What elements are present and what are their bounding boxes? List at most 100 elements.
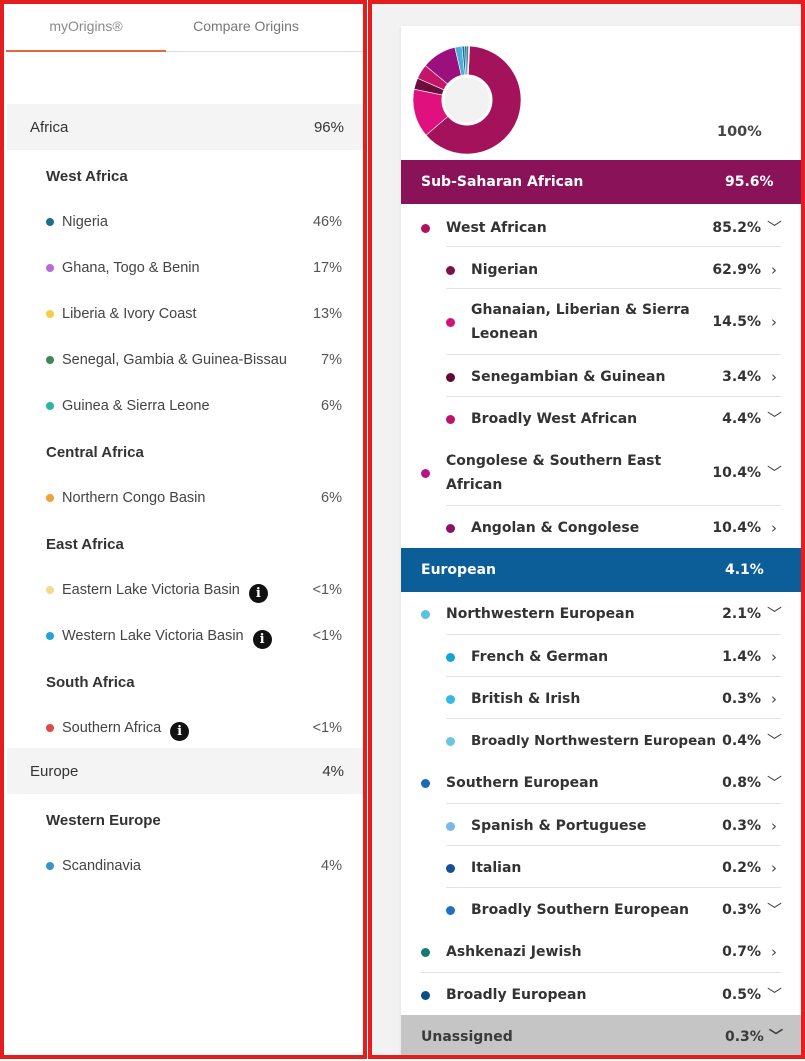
ancestry-name: Italian bbox=[471, 860, 522, 876]
category-name: European bbox=[421, 562, 496, 578]
ancestry-name: Spanish & Portuguese bbox=[471, 818, 647, 834]
population-percent: 6% bbox=[321, 398, 342, 414]
population-row[interactable]: Western Lake Victoria Basin i <1% bbox=[46, 627, 342, 649]
chevron-down-icon[interactable]: ﹀ bbox=[767, 774, 783, 792]
category-percent: 4.1% bbox=[725, 562, 764, 578]
color-dot bbox=[446, 864, 455, 873]
ancestry-row-british-irish[interactable]: British & Irish 0.3% › bbox=[421, 687, 781, 711]
chevron-right-icon[interactable]: › bbox=[771, 368, 777, 386]
ancestry-row-broadly-southern-european[interactable]: Broadly Southern European 0.3% ﹀ bbox=[421, 898, 783, 922]
color-dot bbox=[446, 906, 455, 915]
population-label: Southern Africa bbox=[62, 720, 162, 736]
ancestry-row-angolan-congolese[interactable]: Angolan & Congolese 10.4% › bbox=[421, 516, 781, 540]
ancestry-percent: 0.7% bbox=[722, 944, 761, 960]
subregion-central-africa: Central Africa bbox=[46, 444, 144, 461]
ancestry-percent: 0.5% bbox=[722, 987, 761, 1003]
color-dot bbox=[46, 218, 54, 226]
color-dot bbox=[46, 724, 54, 732]
chevron-right-icon[interactable]: › bbox=[771, 261, 777, 279]
chevron-right-icon[interactable]: › bbox=[771, 313, 777, 331]
color-dot bbox=[46, 310, 54, 318]
chevron-right-icon[interactable]: › bbox=[771, 648, 777, 666]
chevron-down-icon[interactable]: ﹀ bbox=[767, 219, 783, 237]
ancestry-row-broadly-northwestern-european[interactable]: Broadly Northwestern European 0.4% ﹀ bbox=[421, 729, 783, 753]
divider bbox=[446, 887, 781, 888]
ancestry-row-spanish-portuguese[interactable]: Spanish & Portuguese 0.3% › bbox=[421, 814, 781, 838]
tab-compare-origins[interactable]: Compare Origins bbox=[193, 18, 299, 34]
chevron-right-icon[interactable]: › bbox=[771, 519, 777, 537]
chevron-right-icon[interactable]: › bbox=[771, 859, 777, 877]
color-dot bbox=[421, 779, 430, 788]
ancestry-row-italian[interactable]: Italian 0.2% › bbox=[421, 856, 781, 880]
color-dot bbox=[421, 991, 430, 1000]
population-name: Guinea & Sierra Leone bbox=[62, 398, 210, 414]
subregion-western-europe: Western Europe bbox=[46, 812, 161, 829]
chevron-right-icon[interactable]: › bbox=[771, 943, 777, 961]
color-dot bbox=[46, 402, 54, 410]
population-row[interactable]: Nigeria 46% bbox=[46, 213, 342, 233]
category-sub-saharan-african[interactable]: Sub-Saharan African 95.6% bbox=[401, 160, 801, 204]
population-row[interactable]: Scandinavia 4% bbox=[46, 857, 342, 877]
population-row[interactable]: Southern Africa i <1% bbox=[46, 719, 342, 741]
ancestry-row-french-german[interactable]: French & German 1.4% › bbox=[421, 645, 781, 669]
chevron-down-icon[interactable]: ﹀ bbox=[767, 605, 783, 623]
ancestry-percent: 0.3% bbox=[722, 691, 761, 707]
chevron-down-icon[interactable]: ﹀ bbox=[767, 410, 783, 428]
category-unassigned[interactable]: Unassigned 0.3% ﹀ bbox=[401, 1015, 801, 1055]
info-icon[interactable]: i bbox=[170, 722, 190, 741]
info-icon[interactable]: i bbox=[248, 584, 268, 603]
population-name: Southern Africa i bbox=[62, 720, 190, 741]
ancestry-row-west-african[interactable]: West African 85.2% ﹀ bbox=[421, 216, 783, 240]
color-dot bbox=[46, 632, 54, 640]
ancestry-row-broadly-west-african[interactable]: Broadly West African 4.4% ﹀ bbox=[421, 407, 783, 431]
chevron-down-icon[interactable]: ﹀ bbox=[767, 732, 783, 750]
color-dot bbox=[446, 373, 455, 382]
divider bbox=[446, 803, 781, 804]
divider bbox=[446, 676, 781, 677]
population-row[interactable]: Ghana, Togo & Benin 17% bbox=[46, 259, 342, 279]
divider bbox=[421, 972, 781, 973]
region-row-europe[interactable]: Europe 4% bbox=[7, 748, 363, 794]
region-percent: 4% bbox=[322, 763, 344, 780]
population-row[interactable]: Eastern Lake Victoria Basin i <1% bbox=[46, 581, 342, 603]
category-european[interactable]: European 4.1% bbox=[401, 548, 801, 592]
my-origins-panel: myOrigins® Compare Origins Africa 96% We… bbox=[0, 0, 367, 1059]
divider bbox=[446, 634, 781, 635]
color-dot bbox=[46, 264, 54, 272]
total-percent: 100% bbox=[717, 124, 762, 140]
color-dot bbox=[421, 948, 430, 957]
divider bbox=[446, 354, 781, 355]
info-icon[interactable]: i bbox=[252, 630, 272, 649]
population-name: Scandinavia bbox=[62, 858, 141, 874]
color-dot bbox=[421, 469, 430, 478]
tab-myorigins[interactable]: myOrigins® bbox=[6, 4, 166, 52]
chevron-down-icon[interactable]: ﹀ bbox=[767, 464, 783, 482]
ancestry-row-nigerian[interactable]: Nigerian 62.9% › bbox=[421, 258, 781, 282]
category-percent: 0.3% bbox=[725, 1029, 764, 1045]
population-percent: 46% bbox=[312, 214, 342, 230]
chevron-right-icon[interactable]: › bbox=[771, 817, 777, 835]
region-row-africa[interactable]: Africa 96% bbox=[7, 104, 363, 150]
ancestry-name: Ghanaian, Liberian & Sierra Leonean bbox=[471, 302, 690, 342]
chevron-down-icon[interactable]: ﹀ bbox=[767, 986, 783, 1004]
ancestry-name: Broadly Northwestern European bbox=[471, 733, 716, 749]
population-row[interactable]: Guinea & Sierra Leone 6% bbox=[46, 397, 342, 417]
region-name: Europe bbox=[30, 763, 79, 780]
chevron-right-icon[interactable]: › bbox=[771, 690, 777, 708]
ancestry-row-senegambian[interactable]: Senegambian & Guinean 3.4% › bbox=[421, 365, 781, 389]
population-row[interactable]: Liberia & Ivory Coast 13% bbox=[46, 305, 342, 325]
population-row[interactable]: Northern Congo Basin 6% bbox=[46, 489, 342, 509]
color-dot bbox=[421, 610, 430, 619]
population-row[interactable]: Senegal, Gambia & Guinea-Bissau 7% bbox=[46, 351, 342, 371]
ancestry-name: British & Irish bbox=[471, 691, 581, 707]
ancestry-row-broadly-european[interactable]: Broadly European 0.5% ﹀ bbox=[421, 983, 783, 1007]
ancestry-row-ashkenazi-jewish[interactable]: Ashkenazi Jewish 0.7% › bbox=[421, 940, 781, 964]
ancestry-row-southern-european[interactable]: Southern European 0.8% ﹀ bbox=[421, 771, 783, 795]
region-name: Africa bbox=[30, 119, 69, 136]
chevron-down-icon[interactable]: ﹀ bbox=[769, 1029, 783, 1045]
chevron-down-icon[interactable]: ﹀ bbox=[767, 901, 783, 919]
divider bbox=[446, 246, 781, 247]
ancestry-row-congolese-southern-east-african[interactable]: Congolese & Southern East African 10.4% … bbox=[421, 449, 783, 497]
ancestry-row-ghanaian[interactable]: Ghanaian, Liberian & Sierra Leonean 14.5… bbox=[421, 298, 781, 346]
ancestry-row-northwestern-european[interactable]: Northwestern European 2.1% ﹀ bbox=[421, 602, 783, 626]
